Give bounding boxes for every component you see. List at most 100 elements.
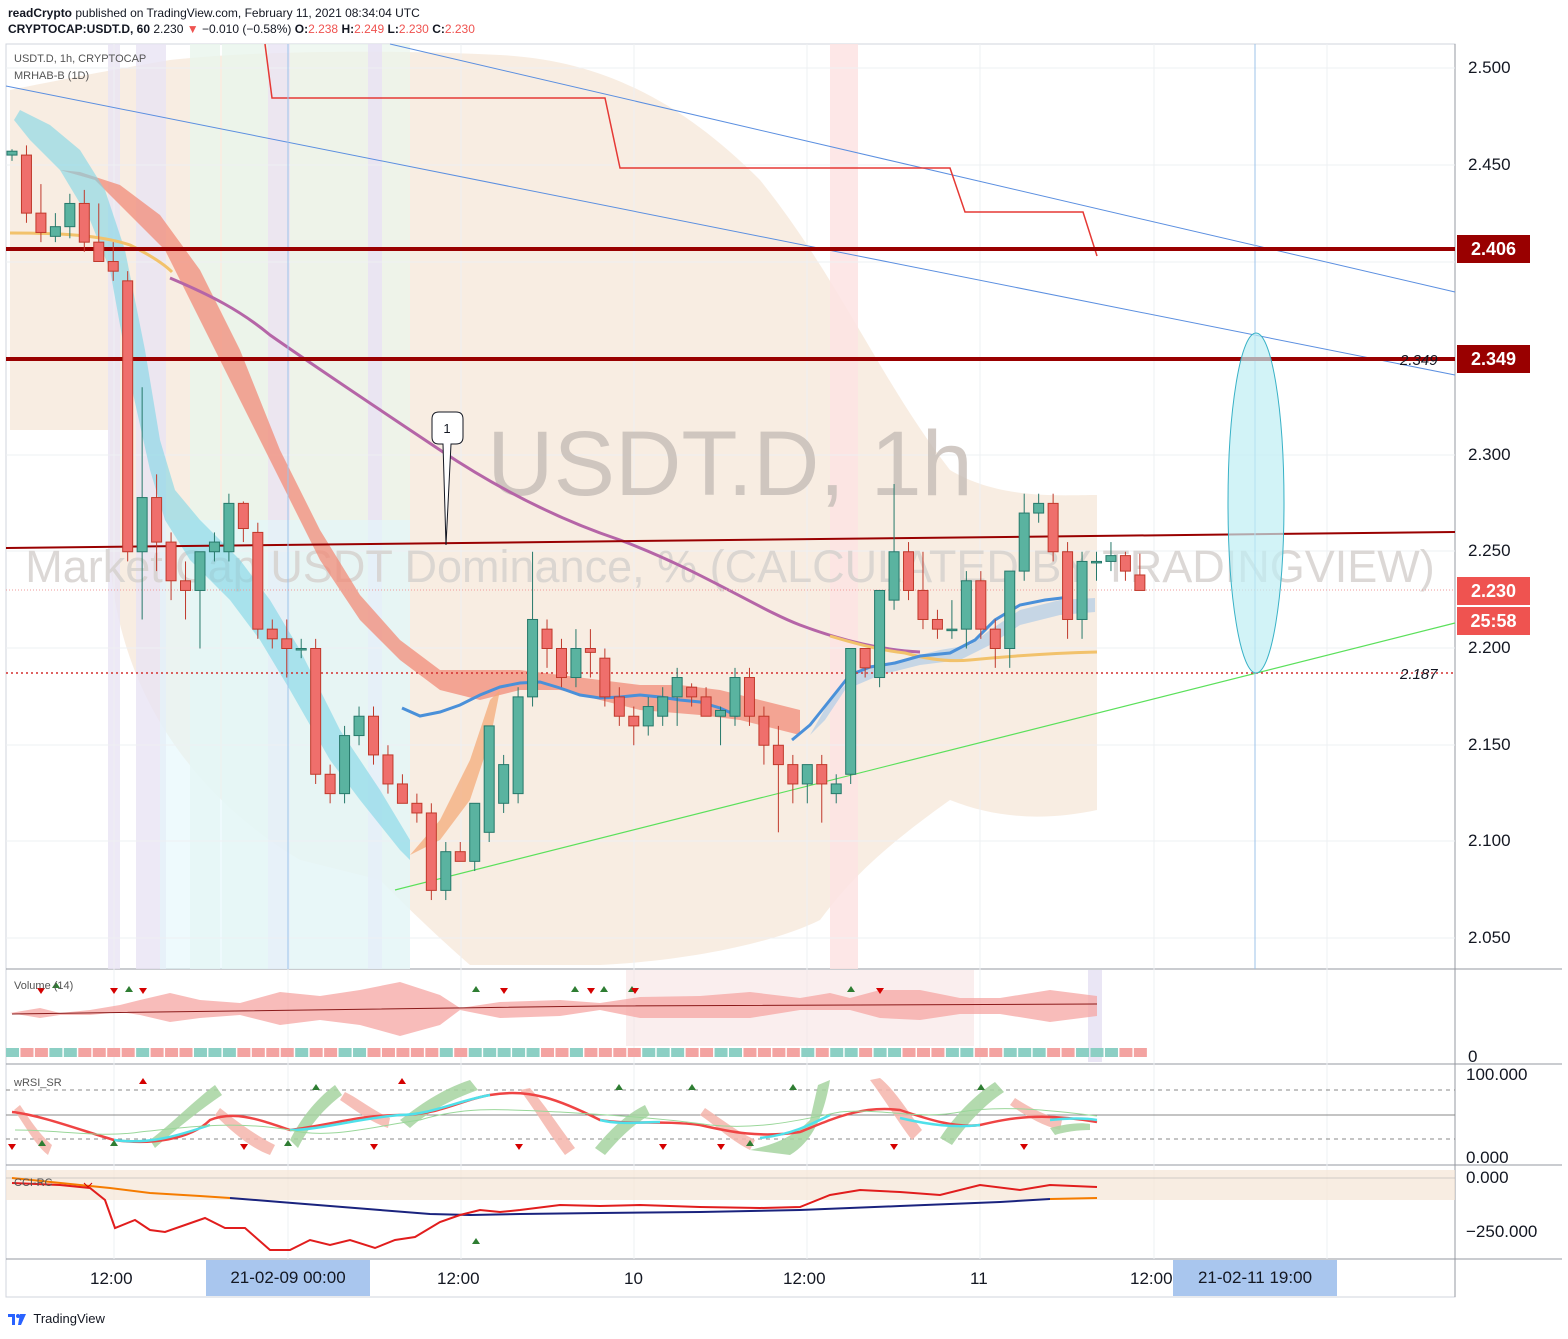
volume-strip-cell: [526, 1048, 540, 1057]
volume-strip-cell: [902, 1048, 916, 1057]
candle: [281, 619, 293, 678]
volume-strip-cell: [931, 1048, 945, 1057]
indicator-legend[interactable]: MRHAB-B (1D): [14, 70, 90, 82]
candle-body: [946, 628, 958, 632]
volume-strip-cell: [512, 1048, 526, 1057]
candle: [801, 764, 813, 804]
candle: [859, 648, 871, 678]
low-value: 2.230: [398, 22, 429, 36]
candle-body: [208, 541, 220, 553]
candle: [1047, 493, 1059, 562]
candle: [93, 203, 105, 262]
candle: [396, 774, 408, 804]
time-box-left: 21-02-09 00:00: [206, 1260, 370, 1296]
candle-body: [570, 648, 582, 679]
wrsi-axis-100: 100.000: [1466, 1065, 1528, 1084]
target-ellipse[interactable]: [1227, 332, 1285, 674]
volume-strip-cell: [92, 1048, 106, 1057]
time-box-right: 21-02-11 19:00: [1173, 1260, 1337, 1296]
candle-body: [122, 280, 134, 553]
last-value: 2.230: [153, 22, 184, 36]
candle: [1062, 542, 1074, 639]
candle: [64, 193, 76, 239]
candle: [599, 648, 611, 707]
watermark-symbol: USDT.D, 1h: [487, 413, 973, 515]
candle: [729, 667, 741, 726]
volume-strip-cell: [830, 1048, 844, 1057]
candle-body: [252, 531, 264, 630]
candle: [107, 242, 119, 281]
background-bands: [10, 44, 1097, 969]
candle-body: [469, 802, 481, 862]
candle-body: [845, 648, 857, 775]
candle: [208, 532, 220, 562]
candle-body: [266, 628, 278, 640]
tradingview-footer[interactable]: TradingView: [8, 1311, 105, 1326]
candle-body: [425, 812, 437, 891]
wrsi-legend[interactable]: wRSI_SR: [14, 1077, 62, 1089]
volume-strip-cell: [251, 1048, 265, 1057]
axis-box-2349: [1457, 345, 1530, 373]
volume-strip-cell: [1119, 1048, 1133, 1057]
volume-strip-cell: [786, 1048, 800, 1057]
volume-strip-cell: [772, 1048, 786, 1057]
candle: [483, 725, 495, 842]
candle: [758, 706, 770, 765]
volume-axis-zero: 0: [1468, 1047, 1478, 1066]
candle-body: [194, 551, 206, 591]
candle-body: [454, 851, 466, 862]
candle-body: [64, 202, 76, 228]
callout-1[interactable]: 1: [431, 411, 464, 546]
main-legend[interactable]: USDT.D, 1h, CRYPTOCAP: [14, 53, 147, 65]
candle: [295, 638, 307, 659]
candle-body: [613, 696, 625, 717]
time-tick: 12:00: [90, 1269, 133, 1288]
volume-strip-cell: [974, 1048, 988, 1057]
volume-strip-cell: [1090, 1048, 1104, 1057]
price-tick: 2.200: [1468, 638, 1511, 657]
volume-legend[interactable]: Volume (14): [14, 980, 74, 992]
candle: [498, 754, 510, 813]
candle: [541, 619, 553, 668]
candle-body: [93, 241, 105, 262]
cci-legend[interactable]: CCI-RC: [14, 1177, 53, 1189]
price-tick: 2.300: [1468, 445, 1511, 464]
candle: [454, 842, 466, 862]
callout-label: 1: [443, 421, 450, 436]
candle: [1105, 542, 1117, 572]
publisher-name[interactable]: readCrypto: [8, 6, 73, 20]
candle-body: [657, 696, 669, 717]
volume-strip-cell: [497, 1048, 511, 1057]
volume-strip-cell: [165, 1048, 179, 1057]
candle-body: [555, 648, 567, 679]
volume-strip-cell: [1076, 1048, 1090, 1057]
volume-strip-cell: [439, 1048, 453, 1057]
candle-body: [136, 497, 148, 553]
bar-countdown: 25:58: [1470, 611, 1517, 631]
volume-strip-cell: [1047, 1048, 1061, 1057]
volume-strip-cell: [136, 1048, 150, 1057]
volume-strip-cell: [916, 1048, 930, 1057]
candle: [946, 600, 958, 639]
volume-strip-cell: [642, 1048, 656, 1057]
candle: [628, 706, 640, 746]
candle: [845, 648, 857, 784]
candle: [613, 687, 625, 726]
candle-body: [642, 706, 654, 727]
candle-body: [1105, 555, 1117, 562]
candle: [1033, 493, 1045, 523]
volume-strip-cell: [468, 1048, 482, 1057]
candle-body: [6, 150, 18, 156]
volume-strip-cell: [1133, 1048, 1147, 1057]
volume-strip-cell: [34, 1048, 48, 1057]
candle-body: [787, 764, 799, 785]
candle-body: [295, 648, 307, 651]
volume-strip-cell: [367, 1048, 381, 1057]
candle: [440, 842, 452, 901]
level-label-2349: 2.349: [1470, 349, 1517, 369]
candle-body: [859, 648, 871, 669]
candle-body: [498, 764, 510, 804]
candle-body: [628, 715, 640, 727]
volume-strip-cell: [324, 1048, 338, 1057]
